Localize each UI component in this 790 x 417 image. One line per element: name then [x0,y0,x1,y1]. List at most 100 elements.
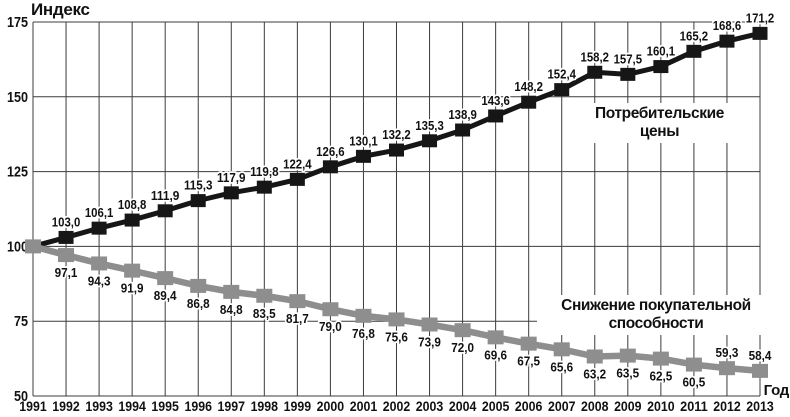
x-tick-label: 2009 [614,398,642,414]
y-axis-title: Индекс [31,0,90,19]
x-tick-label: 2011 [680,398,708,414]
x-tick-label: 1997 [218,398,246,414]
x-tick-label: 1992 [52,398,80,414]
data-point-label: 94,3 [88,273,111,288]
y-tick-label: 100 [7,238,28,255]
x-tick-label: 2010 [647,398,675,414]
y-tick-label: 125 [7,164,28,181]
x-tick-label: 1991 [19,398,47,414]
series-label-purchasing-power-line1: Снижение покупательной [561,297,751,314]
data-point-label: 59,3 [716,345,739,360]
data-point-label: 97,1 [55,265,78,280]
data-point-marker [223,186,239,200]
series-label-consumer-prices: Потребительские цены [577,103,742,143]
data-point-marker [652,351,669,366]
data-point-marker [355,149,371,163]
data-point-marker [190,194,206,208]
data-point-marker [223,284,240,299]
data-point-label: 165,2 [680,28,709,43]
data-point-marker [355,308,372,323]
data-point-label: 62,5 [649,369,672,384]
data-point-label: 158,2 [581,49,610,64]
data-point-label: 91,9 [121,281,144,296]
data-point-label: 106,1 [85,205,114,220]
data-point-label: 86,8 [187,296,210,311]
x-tick-label: 2003 [416,398,444,414]
data-point-label: 75,6 [385,329,408,344]
data-point-marker [587,65,603,79]
data-point-marker [289,294,306,309]
data-point-label: 89,4 [154,288,177,303]
data-point-label: 135,3 [415,118,444,133]
data-point-label: 73,9 [418,334,441,349]
data-point-label: 83,5 [253,306,276,321]
data-point-label: 132,2 [382,127,411,142]
x-tick-label: 2008 [581,398,609,414]
data-point-marker [322,302,339,317]
y-tick-label: 175 [7,14,28,31]
data-point-label: 122,4 [283,156,312,171]
x-tick-label: 2001 [350,398,378,414]
data-point-label: 126,6 [316,144,345,159]
data-point-label: 69,6 [484,347,507,362]
data-point-marker [91,256,108,271]
data-point-marker [752,26,768,40]
data-point-marker [389,143,404,157]
data-point-marker [620,67,636,81]
data-point-marker [421,317,438,332]
data-point-label: 76,8 [352,326,375,341]
data-point-label: 67,5 [517,354,540,369]
data-point-marker [554,83,570,97]
series-label-consumer-prices-line1: Потребительские [595,105,724,122]
x-tick-label: 2004 [449,398,477,414]
data-point-marker [25,239,41,254]
x-tick-label: 1996 [184,398,212,414]
data-point-label: 65,6 [550,359,573,374]
data-point-marker [455,123,471,137]
data-point-marker [520,336,537,351]
data-point-marker [718,361,735,376]
data-point-marker [586,349,603,364]
data-point-label: 168,6 [713,18,742,33]
x-tick-label: 1999 [284,398,312,414]
x-tick-label: 2000 [317,398,345,414]
data-point-marker [553,342,570,357]
x-tick-label: 2005 [482,398,510,414]
data-point-marker [619,348,636,363]
series-label-purchasing-power-line2: способности [608,315,704,332]
data-point-marker [488,109,504,123]
data-point-label: 103,0 [52,214,81,229]
data-point-label: 160,1 [647,44,676,59]
data-point-label: 138,9 [448,107,477,122]
data-point-marker [685,357,702,372]
data-point-marker [686,44,702,58]
data-point-marker [58,230,74,244]
data-point-marker [157,271,174,286]
data-point-marker [289,172,305,186]
x-tick-label: 2007 [548,398,576,414]
data-point-label: 115,3 [184,178,213,193]
data-point-label: 171,2 [746,10,775,25]
y-tick-label: 50 [14,388,28,405]
data-point-label: 79,0 [319,319,342,334]
data-point-label: 143,6 [481,93,510,108]
data-point-label: 60,5 [683,375,706,390]
data-point-marker [91,221,107,235]
data-point-label: 63,5 [616,366,639,381]
data-point-label: 117,9 [217,170,246,185]
data-point-marker [58,248,75,263]
data-point-marker [487,330,504,345]
data-point-marker [322,160,338,174]
y-tick-label: 75 [14,313,28,330]
data-point-marker [653,60,669,74]
data-point-label: 130,1 [349,133,378,148]
data-point-label: 72,0 [451,340,474,355]
data-point-label: 148,2 [514,79,543,94]
x-tick-label: 2012 [713,398,741,414]
data-point-marker [124,263,141,278]
data-point-marker [521,95,537,109]
data-point-marker [719,34,735,48]
x-tick-label: 2002 [383,398,411,414]
x-tick-label: 1995 [151,398,179,414]
